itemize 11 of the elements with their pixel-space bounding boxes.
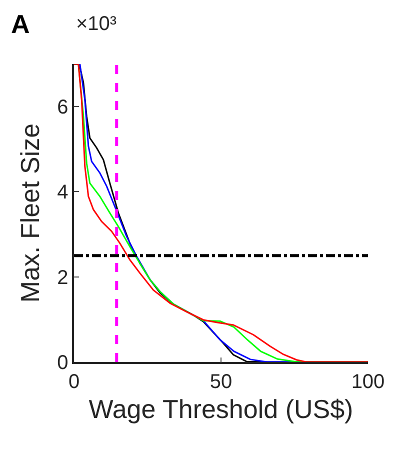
y-tick-label: 6 xyxy=(57,96,68,119)
x-axis-title: Wage Threshold (US$) xyxy=(88,394,354,424)
text: A xyxy=(11,9,30,39)
y-tick-label: 2 xyxy=(57,266,68,289)
y-tick-label: 0 xyxy=(57,352,68,374)
y-axis-title: Max. Fleet Size xyxy=(15,123,46,303)
line-series xyxy=(74,64,368,362)
x-tick-label: 100 xyxy=(351,370,385,393)
x-tick-label: 50 xyxy=(210,370,232,393)
text: ×10³ xyxy=(76,13,117,35)
y-tick-label: 4 xyxy=(57,182,68,204)
